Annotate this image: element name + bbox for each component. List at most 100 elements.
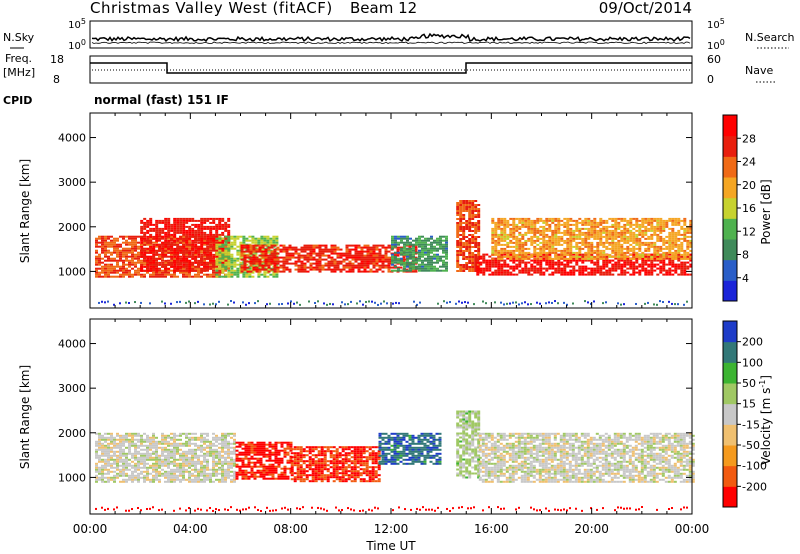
data-cell bbox=[590, 302, 592, 305]
data-cell bbox=[462, 222, 466, 224]
data-cell bbox=[167, 261, 171, 264]
data-cell bbox=[465, 268, 469, 270]
data-cell bbox=[125, 478, 128, 481]
data-cell bbox=[503, 255, 507, 258]
data-cell bbox=[512, 233, 516, 236]
data-cell bbox=[200, 275, 203, 278]
data-cell bbox=[459, 216, 463, 218]
data-cell bbox=[149, 243, 152, 246]
data-cell bbox=[391, 253, 394, 256]
data-cell bbox=[515, 225, 519, 228]
data-cell bbox=[101, 243, 104, 246]
data-cell bbox=[215, 251, 219, 254]
data-cell bbox=[95, 257, 98, 260]
data-cell bbox=[242, 275, 246, 278]
data-cell bbox=[427, 263, 430, 266]
data-cell bbox=[494, 229, 498, 232]
data-cell bbox=[596, 271, 600, 274]
data-cell bbox=[281, 302, 283, 305]
data-cell bbox=[650, 225, 654, 228]
data-cell bbox=[266, 249, 270, 252]
data-cell bbox=[397, 257, 400, 260]
data-cell bbox=[509, 267, 513, 270]
data-cell bbox=[333, 266, 337, 269]
data-cell bbox=[146, 249, 149, 252]
data-cell bbox=[342, 254, 346, 257]
data-cell bbox=[176, 263, 180, 266]
data-cell bbox=[224, 223, 228, 226]
data-cell bbox=[185, 301, 187, 304]
data-cell bbox=[527, 227, 531, 230]
data-cell bbox=[146, 237, 150, 240]
data-cell bbox=[227, 249, 231, 252]
data-cell bbox=[575, 235, 579, 238]
data-cell bbox=[632, 263, 636, 266]
data-cell bbox=[152, 245, 156, 248]
data-cell bbox=[215, 271, 218, 274]
data-cell bbox=[647, 265, 651, 268]
data-cell bbox=[125, 434, 128, 437]
data-cell bbox=[206, 269, 209, 272]
data-cell bbox=[167, 269, 170, 272]
data-cell bbox=[336, 264, 340, 267]
data-cell bbox=[318, 256, 322, 259]
data-cell bbox=[218, 217, 222, 220]
data-cell bbox=[445, 249, 448, 252]
data-cell bbox=[167, 249, 170, 252]
data-cell bbox=[248, 239, 252, 242]
data-cell bbox=[366, 260, 370, 263]
data-cell bbox=[471, 212, 475, 214]
data-cell bbox=[113, 243, 116, 246]
data-cell bbox=[412, 239, 415, 242]
data-cell bbox=[200, 233, 204, 236]
data-cell bbox=[557, 253, 561, 256]
data-cell bbox=[131, 239, 134, 242]
data-cell bbox=[512, 221, 516, 224]
data-cell bbox=[689, 243, 693, 246]
data-cell bbox=[482, 300, 484, 303]
data-cell bbox=[110, 454, 113, 457]
data-cell bbox=[356, 302, 358, 305]
data-cell bbox=[539, 265, 543, 268]
data-cell bbox=[462, 268, 466, 270]
data-cell bbox=[140, 265, 144, 268]
data-cell bbox=[590, 227, 594, 230]
data-cell bbox=[348, 252, 352, 255]
data-cell bbox=[128, 458, 131, 461]
data-cell bbox=[275, 273, 279, 276]
data-cell bbox=[623, 227, 627, 230]
data-cell bbox=[596, 263, 600, 266]
data-cell bbox=[357, 244, 361, 247]
data-cell bbox=[436, 243, 439, 246]
data-cell bbox=[689, 273, 693, 276]
data-cell bbox=[134, 452, 137, 455]
data-cell bbox=[394, 255, 397, 258]
data-cell bbox=[194, 261, 198, 264]
data-cell bbox=[185, 247, 189, 250]
data-cell bbox=[176, 301, 178, 304]
data-cell bbox=[650, 253, 654, 256]
data-cell bbox=[445, 255, 448, 258]
data-cell bbox=[530, 221, 534, 224]
data-cell bbox=[456, 212, 460, 214]
data-cell bbox=[491, 249, 495, 252]
data-cell bbox=[134, 462, 137, 465]
data-cell bbox=[236, 259, 240, 262]
data-cell bbox=[593, 249, 597, 252]
data-cell bbox=[143, 440, 146, 443]
data-cell bbox=[197, 269, 201, 272]
data-cell bbox=[240, 270, 244, 273]
data-cell bbox=[185, 225, 189, 228]
data-cell bbox=[503, 271, 507, 274]
data-cell bbox=[524, 257, 528, 260]
data-cell bbox=[122, 265, 125, 268]
data-cell bbox=[206, 249, 210, 252]
data-cell bbox=[143, 454, 146, 457]
data-cell bbox=[107, 267, 110, 270]
data-cell bbox=[152, 269, 155, 272]
data-cell bbox=[152, 243, 156, 246]
data-cell bbox=[439, 259, 442, 262]
data-cell bbox=[653, 241, 657, 244]
data-cell bbox=[351, 262, 355, 265]
data-cell bbox=[263, 269, 267, 272]
